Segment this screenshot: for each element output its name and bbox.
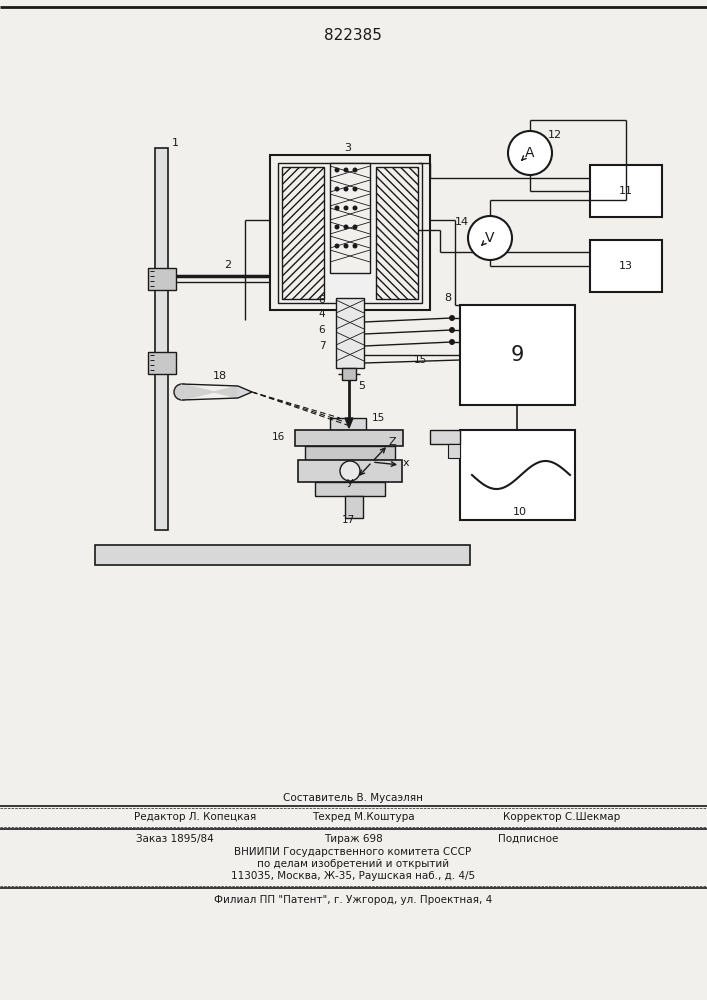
Circle shape [334, 167, 339, 172]
Text: 13: 13 [619, 261, 633, 271]
Circle shape [353, 225, 358, 230]
Bar [95, 545, 470, 565]
Bar [326, 167, 374, 299]
Bar [460, 430, 575, 520]
Text: 4: 4 [319, 309, 325, 319]
Circle shape [334, 206, 339, 211]
Circle shape [334, 186, 339, 192]
Text: 15: 15 [371, 413, 385, 423]
Circle shape [340, 461, 360, 481]
Text: Z: Z [388, 437, 396, 447]
Circle shape [344, 243, 349, 248]
Text: 11: 11 [619, 186, 633, 196]
Circle shape [334, 225, 339, 230]
Text: 1: 1 [172, 138, 178, 148]
Text: Составитель В. Мусаэлян: Составитель В. Мусаэлян [283, 793, 423, 803]
Text: 6: 6 [319, 325, 325, 335]
Polygon shape [345, 418, 353, 428]
Text: Филиал ПП "Патент", г. Ужгород, ул. Проектная, 4: Филиал ПП "Патент", г. Ужгород, ул. Прое… [214, 895, 492, 905]
Text: 16: 16 [271, 432, 285, 442]
Circle shape [449, 327, 455, 333]
Circle shape [449, 315, 455, 321]
Text: 822385: 822385 [324, 27, 382, 42]
Text: 17: 17 [341, 515, 355, 525]
Circle shape [353, 243, 358, 248]
Circle shape [344, 206, 349, 211]
Text: Корректор С.Шекмар: Корректор С.Шекмар [503, 812, 621, 822]
Text: 2: 2 [224, 260, 232, 270]
Bar [148, 352, 176, 374]
Text: V: V [485, 231, 495, 245]
Text: Техред М.Коштура: Техред М.Коштура [312, 812, 414, 822]
Circle shape [449, 339, 455, 345]
Bar [430, 430, 460, 444]
Circle shape [353, 186, 358, 192]
Bar [460, 305, 575, 405]
Circle shape [344, 186, 349, 192]
Circle shape [344, 167, 349, 172]
Bar [298, 460, 402, 482]
Bar [336, 298, 364, 368]
Bar [345, 496, 363, 518]
Text: Заказ 1895/84: Заказ 1895/84 [136, 834, 214, 844]
Bar [148, 268, 176, 290]
Bar [282, 167, 324, 299]
Text: 9: 9 [510, 345, 524, 365]
Circle shape [344, 225, 349, 230]
Bar [305, 446, 395, 460]
Bar [155, 148, 168, 530]
Bar [315, 482, 385, 496]
Text: 15: 15 [414, 355, 426, 365]
Text: 10: 10 [513, 507, 527, 517]
Text: 14: 14 [455, 217, 469, 227]
Bar [270, 155, 430, 310]
Bar [590, 240, 662, 292]
Text: по делам изобретений и открытий: по делам изобретений и открытий [257, 859, 449, 869]
Text: ВНИИПИ Государственного комитета СССР: ВНИИПИ Государственного комитета СССР [235, 847, 472, 857]
Circle shape [353, 206, 358, 211]
Text: x: x [403, 458, 409, 468]
Text: 7: 7 [319, 341, 325, 351]
Text: Тираж 698: Тираж 698 [324, 834, 382, 844]
Circle shape [508, 131, 552, 175]
Bar [278, 163, 422, 303]
Text: 18: 18 [213, 371, 227, 381]
Bar [330, 418, 366, 430]
Bar [448, 444, 460, 458]
Text: Редактор Л. Копецкая: Редактор Л. Копецкая [134, 812, 256, 822]
Polygon shape [182, 384, 238, 400]
Bar [330, 163, 370, 273]
Bar [295, 430, 403, 446]
Text: A: A [525, 146, 534, 160]
Text: 5: 5 [358, 381, 366, 391]
Circle shape [468, 216, 512, 260]
Circle shape [353, 167, 358, 172]
Text: 3: 3 [344, 143, 351, 153]
Text: 6: 6 [319, 295, 325, 305]
Text: Подписное: Подписное [498, 834, 559, 844]
Circle shape [334, 243, 339, 248]
Bar [342, 368, 356, 380]
Text: 12: 12 [548, 130, 562, 140]
Text: y: y [346, 477, 354, 487]
Text: 8: 8 [445, 293, 452, 303]
Circle shape [174, 384, 190, 400]
Text: 113035, Москва, Ж-35, Раушская наб., д. 4/5: 113035, Москва, Ж-35, Раушская наб., д. … [231, 871, 475, 881]
Bar [376, 167, 418, 299]
Polygon shape [238, 386, 252, 398]
Bar [590, 165, 662, 217]
